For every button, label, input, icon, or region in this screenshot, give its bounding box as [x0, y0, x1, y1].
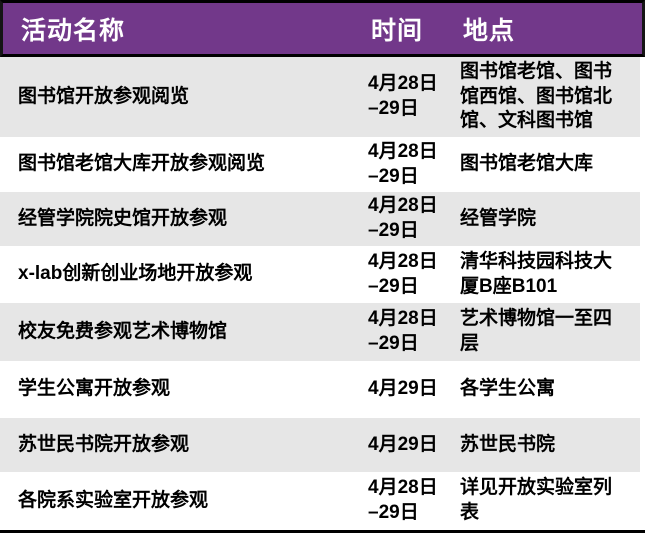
- table-row: x-lab创新创业场地开放参观 4月28日 –29日 清华科技园科技大 厦B座B…: [0, 246, 640, 303]
- activity-time: 4月28日 –29日: [368, 140, 438, 187]
- activity-time: 4月29日: [368, 378, 438, 400]
- open-day-events-table: 活动名称 时间 地点 图书馆开放参观阅览 4月28日 –29日 图书馆老馆、图书…: [0, 0, 645, 533]
- header-activity-name: 活动名称: [21, 16, 126, 45]
- table-row: 图书馆开放参观阅览 4月28日 –29日 图书馆老馆、图书 馆西馆、图书馆北 馆…: [0, 57, 640, 137]
- header-location: 地点: [463, 16, 516, 45]
- activity-location: 经管学院: [460, 207, 537, 229]
- table-row: 图书馆老馆大库开放参观阅览 4月28日 –29日 图书馆老馆大库: [0, 137, 640, 192]
- activity-name: 各院系实验室开放参观: [18, 489, 209, 511]
- activity-time: 4月29日: [368, 433, 438, 455]
- table-body: 图书馆开放参观阅览 4月28日 –29日 图书馆老馆、图书 馆西馆、图书馆北 馆…: [0, 57, 645, 530]
- activity-location: 各学生公寓: [460, 378, 556, 400]
- activity-name: x-lab创新创业场地开放参观: [18, 263, 253, 285]
- activity-name: 经管学院院史馆开放参观: [18, 207, 228, 229]
- table-bottom-border: [0, 530, 645, 533]
- header-time: 时间: [371, 16, 424, 45]
- activity-time: 4月28日 –29日: [368, 195, 438, 241]
- activity-time: 4月28日 –29日: [368, 308, 438, 354]
- activity-name: 图书馆老馆大库开放参观阅览: [18, 153, 266, 175]
- activity-location: 图书馆老馆大库: [460, 153, 594, 175]
- table-header-row: 活动名称 时间 地点: [0, 0, 645, 57]
- activity-location: 艺术博物馆一至四 层: [460, 308, 613, 354]
- table-row: 经管学院院史馆开放参观 4月28日 –29日 经管学院: [0, 192, 640, 246]
- activity-time: 4月28日 –29日: [368, 73, 438, 119]
- table-row: 校友免费参观艺术博物馆 4月28日 –29日 艺术博物馆一至四 层: [0, 303, 640, 361]
- activity-location: 详见开放实验室列 表: [460, 477, 613, 523]
- activity-location: 苏世民书院: [460, 433, 556, 455]
- table-row: 苏世民书院开放参观 4月29日 苏世民书院: [0, 418, 640, 472]
- table-row: 学生公寓开放参观 4月29日 各学生公寓: [0, 361, 640, 418]
- activity-location: 清华科技园科技大 厦B座B101: [460, 250, 613, 297]
- activity-name: 图书馆开放参观阅览: [18, 85, 190, 107]
- activity-name: 学生公寓开放参观: [18, 378, 171, 400]
- activity-time: 4月28日 –29日: [368, 250, 438, 297]
- activity-location: 图书馆老馆、图书 馆西馆、图书馆北 馆、文科图书馆: [460, 60, 613, 132]
- activity-name: 校友免费参观艺术博物馆: [18, 320, 228, 342]
- activity-name: 苏世民书院开放参观: [18, 433, 190, 455]
- table-row: 各院系实验室开放参观 4月28日 –29日 详见开放实验室列 表: [0, 472, 640, 530]
- activity-time: 4月28日 –29日: [368, 477, 438, 523]
